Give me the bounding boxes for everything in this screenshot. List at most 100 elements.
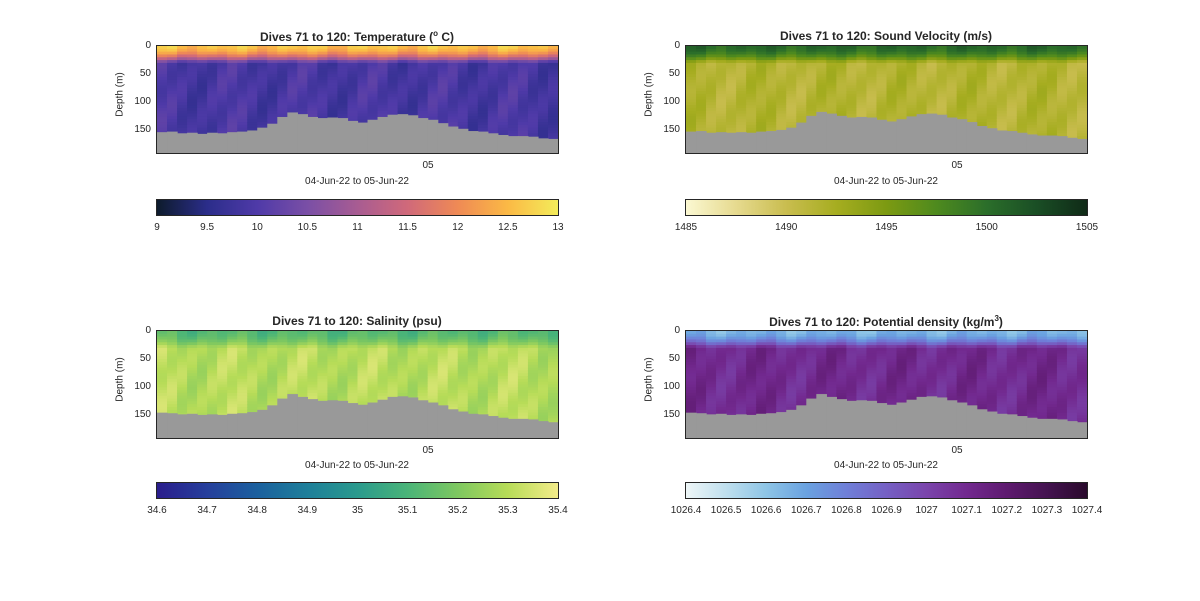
data-cell — [846, 74, 858, 78]
y-tick-label: 150 — [663, 124, 680, 135]
data-cell — [197, 378, 208, 383]
data-cell — [207, 51, 218, 56]
data-cell — [497, 74, 509, 78]
data-cell — [487, 105, 499, 109]
data-cell — [1006, 65, 1018, 70]
data-cell — [547, 136, 558, 140]
data-cell — [467, 91, 479, 95]
data-cell — [916, 82, 928, 87]
data-cell — [1016, 79, 1028, 84]
data-cell — [237, 347, 248, 352]
data-cell — [197, 392, 208, 397]
data-cell — [267, 387, 278, 391]
data-cell — [876, 116, 888, 120]
data-cell — [776, 119, 787, 123]
data-cell — [696, 65, 707, 70]
data-cell — [996, 110, 1008, 115]
data-cell — [527, 105, 539, 109]
data-cell — [487, 350, 499, 355]
data-cell — [766, 54, 777, 58]
data-cell — [287, 54, 298, 58]
data-cell — [527, 46, 539, 50]
data-cell — [397, 93, 409, 98]
data-cell — [287, 65, 298, 70]
data-cell — [756, 110, 767, 115]
data-cell — [237, 345, 248, 349]
data-cell — [537, 373, 549, 377]
data-cell — [936, 105, 948, 109]
data-cell — [157, 331, 168, 335]
colorbar-tick-label: 1495 — [875, 222, 898, 233]
data-cell — [187, 88, 198, 92]
data-cell — [926, 68, 938, 72]
data-cell — [437, 46, 449, 50]
data-cell — [337, 85, 349, 89]
data-cell — [237, 342, 248, 346]
data-cell — [317, 82, 329, 87]
data-cell — [187, 390, 198, 394]
data-cell — [746, 347, 757, 352]
data-cell — [447, 364, 459, 369]
data-cell — [906, 74, 918, 78]
data-cell — [497, 392, 509, 397]
data-cell — [467, 124, 479, 129]
data-cell — [467, 71, 479, 75]
data-cell — [437, 378, 449, 383]
data-cell — [277, 345, 288, 349]
data-cell — [377, 378, 389, 383]
data-cell — [167, 401, 178, 405]
data-cell — [157, 65, 168, 70]
data-cell — [207, 79, 218, 84]
data-cell — [197, 342, 208, 346]
data-cell — [337, 376, 349, 380]
data-cell — [497, 336, 509, 341]
data-cell — [197, 124, 208, 129]
data-cell — [726, 387, 737, 391]
data-cell — [766, 57, 777, 61]
data-cell — [876, 82, 888, 87]
data-cell — [447, 122, 459, 126]
data-cell — [167, 122, 178, 126]
data-cell — [367, 60, 379, 64]
data-cell — [247, 107, 258, 112]
seabed-bar — [317, 118, 329, 153]
data-cell — [357, 116, 369, 120]
data-cell — [726, 96, 737, 101]
data-cell — [277, 390, 288, 394]
data-cell — [916, 68, 928, 72]
data-cell — [237, 378, 248, 383]
data-cell — [417, 54, 429, 58]
data-cell — [517, 99, 529, 103]
data-cell — [447, 57, 459, 61]
data-cell — [726, 124, 737, 129]
plot-title: Dives 71 to 120: Sound Velocity (m/s) — [779, 29, 993, 43]
data-cell — [367, 51, 379, 56]
data-cell — [786, 71, 797, 75]
data-cell — [756, 68, 767, 72]
data-cell — [547, 127, 558, 132]
data-cell — [427, 395, 439, 400]
seabed-bar — [287, 112, 298, 153]
data-cell — [1066, 105, 1078, 109]
data-cell — [337, 107, 349, 112]
data-cell — [786, 46, 797, 50]
data-cell — [686, 404, 697, 408]
data-cell — [487, 110, 499, 115]
data-cell — [1046, 62, 1058, 67]
data-cell — [686, 60, 697, 64]
data-cell — [986, 60, 998, 64]
data-cell — [317, 361, 329, 366]
data-cell — [197, 370, 208, 374]
data-cell — [936, 62, 948, 67]
data-cell — [527, 79, 539, 84]
data-cell — [187, 99, 198, 103]
data-cell — [1056, 79, 1068, 84]
data-cell — [447, 345, 459, 349]
data-cell — [237, 93, 248, 98]
data-cell — [397, 342, 409, 346]
data-cell — [896, 107, 908, 112]
data-cell — [207, 93, 218, 98]
data-cell — [227, 127, 238, 132]
data-cell — [547, 331, 558, 335]
seabed-bar — [337, 118, 349, 153]
